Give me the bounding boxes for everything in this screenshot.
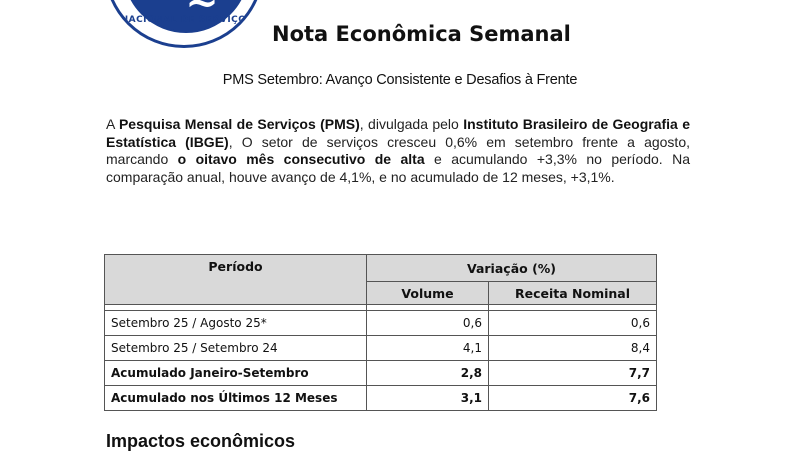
table-subheader-row: Volume Receita Nominal bbox=[105, 281, 657, 305]
paragraph-text: A bbox=[106, 116, 119, 132]
row-receita: 7,6 bbox=[488, 385, 657, 411]
row-label: Acumulado nos Últimos 12 Meses bbox=[104, 385, 367, 411]
row-volume: 0,6 bbox=[366, 310, 489, 336]
header-volume: Volume bbox=[366, 281, 489, 305]
page-subtitle: PMS Setembro: Avanço Consistente e Desaf… bbox=[222, 72, 578, 88]
row-volume: 2,8 bbox=[366, 360, 489, 386]
logo-ring-text: NACIONAL DE SERVIÇOS bbox=[120, 15, 254, 25]
row-label: Setembro 25 / Agosto 25* bbox=[104, 310, 367, 336]
section-heading: Impactos econômicos bbox=[106, 431, 296, 451]
table-row: Acumulado Janeiro-Setembro 2,8 7,7 bbox=[104, 360, 657, 386]
header-periodo: Período bbox=[104, 254, 367, 305]
page-title: Nota Econômica Semanal bbox=[272, 22, 571, 46]
header-variacao: Variação (%) bbox=[366, 254, 657, 282]
paragraph-bold-text: Pesquisa Mensal de Serviços (PMS) bbox=[118, 116, 360, 132]
table-header-row: Período Variação (%) bbox=[104, 254, 657, 305]
paragraph-bold-text: Instituto Brasileiro de Geografia e Esta… bbox=[106, 116, 690, 150]
institution-logo: ~ NACIONAL DE SERVIÇOS bbox=[104, 0, 264, 48]
paragraph-text: e acumulando +3,3% no período. Na compar… bbox=[106, 151, 690, 185]
row-receita: 7,7 bbox=[488, 360, 657, 386]
paragraph-bold-text: o oitavo mês consecutivo de alta bbox=[177, 151, 425, 167]
table-spacer bbox=[104, 304, 657, 311]
intro-paragraph: A Pesquisa Mensal de Serviços (PMS), div… bbox=[106, 116, 690, 186]
table-row: Setembro 25 / Agosto 25* 0,6 0,6 bbox=[104, 310, 657, 336]
row-receita: 8,4 bbox=[488, 335, 657, 361]
row-volume: 4,1 bbox=[366, 335, 489, 361]
header-receita: Receita Nominal bbox=[488, 281, 657, 305]
paragraph-text: , divulgada pelo bbox=[359, 116, 464, 132]
logo-mark: ~ bbox=[185, 0, 219, 26]
row-volume: 3,1 bbox=[366, 385, 489, 411]
table-row: Setembro 25 / Setembro 24 4,1 8,4 bbox=[104, 335, 657, 361]
row-label: Setembro 25 / Setembro 24 bbox=[104, 335, 367, 361]
pms-table: Período Variação (%) Volume Receita Nomi… bbox=[104, 254, 657, 411]
row-receita: 0,6 bbox=[488, 310, 657, 336]
row-label: Acumulado Janeiro-Setembro bbox=[104, 360, 367, 386]
paragraph-text: , O setor de serviços cresceu 0,6% em se… bbox=[106, 133, 690, 168]
table-row: Acumulado nos Últimos 12 Meses 3,1 7,6 bbox=[104, 385, 657, 411]
